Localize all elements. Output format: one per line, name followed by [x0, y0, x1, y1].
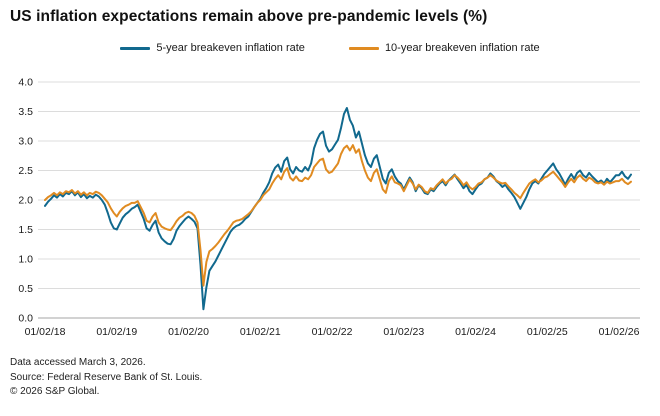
svg-text:2.0: 2.0	[18, 195, 33, 207]
footer-data-accessed: Data accessed March 3, 2026.	[10, 357, 146, 368]
svg-text:3.0: 3.0	[18, 136, 33, 148]
svg-text:3.5: 3.5	[18, 106, 33, 118]
chart-area: 0.0 0.5 1.0 1.5 2.0 2.5 3.0 3.5 4.0 01/02/18 01/02…	[0, 68, 660, 350]
legend-item-10yr: 10-year breakeven inflation rate	[348, 42, 540, 54]
svg-text:0.5: 0.5	[18, 283, 33, 295]
svg-text:01/02/22: 01/02/22	[312, 326, 353, 338]
chart-title: US inflation expectations remain above p…	[10, 8, 488, 25]
svg-text:1.0: 1.0	[18, 254, 33, 266]
svg-text:01/02/26: 01/02/26	[599, 326, 640, 338]
svg-text:1.5: 1.5	[18, 224, 33, 236]
svg-text:0.0: 0.0	[18, 313, 33, 325]
svg-text:01/02/19: 01/02/19	[96, 326, 137, 338]
footer-source: Source: Federal Reserve Bank of St. Loui…	[10, 371, 203, 383]
footer-copyright: © 2026 S&P Global.	[10, 386, 100, 397]
legend-label-10yr: 10-year breakeven inflation rate	[384, 42, 540, 54]
legend-label-5yr: 5-year breakeven inflation rate	[156, 42, 305, 54]
svg-text:01/02/18: 01/02/18	[25, 326, 66, 338]
svg-text:01/02/20: 01/02/20	[168, 326, 209, 338]
legend-line-10yr-icon	[348, 46, 379, 50]
legend-line-5yr-icon	[120, 46, 151, 50]
chart-legend: 5-year breakeven inflation rate 10-year …	[0, 42, 660, 54]
svg-text:01/02/21: 01/02/21	[240, 326, 281, 338]
svg-text:4.0: 4.0	[18, 77, 33, 89]
svg-text:2.5: 2.5	[18, 165, 33, 177]
svg-text:01/02/25: 01/02/25	[527, 326, 568, 338]
svg-text:01/02/23: 01/02/23	[383, 326, 424, 338]
chart-footer: Data accessed March 3, 2026. Source: Fed…	[10, 356, 630, 400]
svg-text:01/02/24: 01/02/24	[455, 326, 496, 338]
inflation-line-chart: 0.0 0.5 1.0 1.5 2.0 2.5 3.0 3.5 4.0 01/02/18 01/02…	[18, 77, 640, 338]
legend-item-5yr: 5-year breakeven inflation rate	[120, 42, 305, 54]
